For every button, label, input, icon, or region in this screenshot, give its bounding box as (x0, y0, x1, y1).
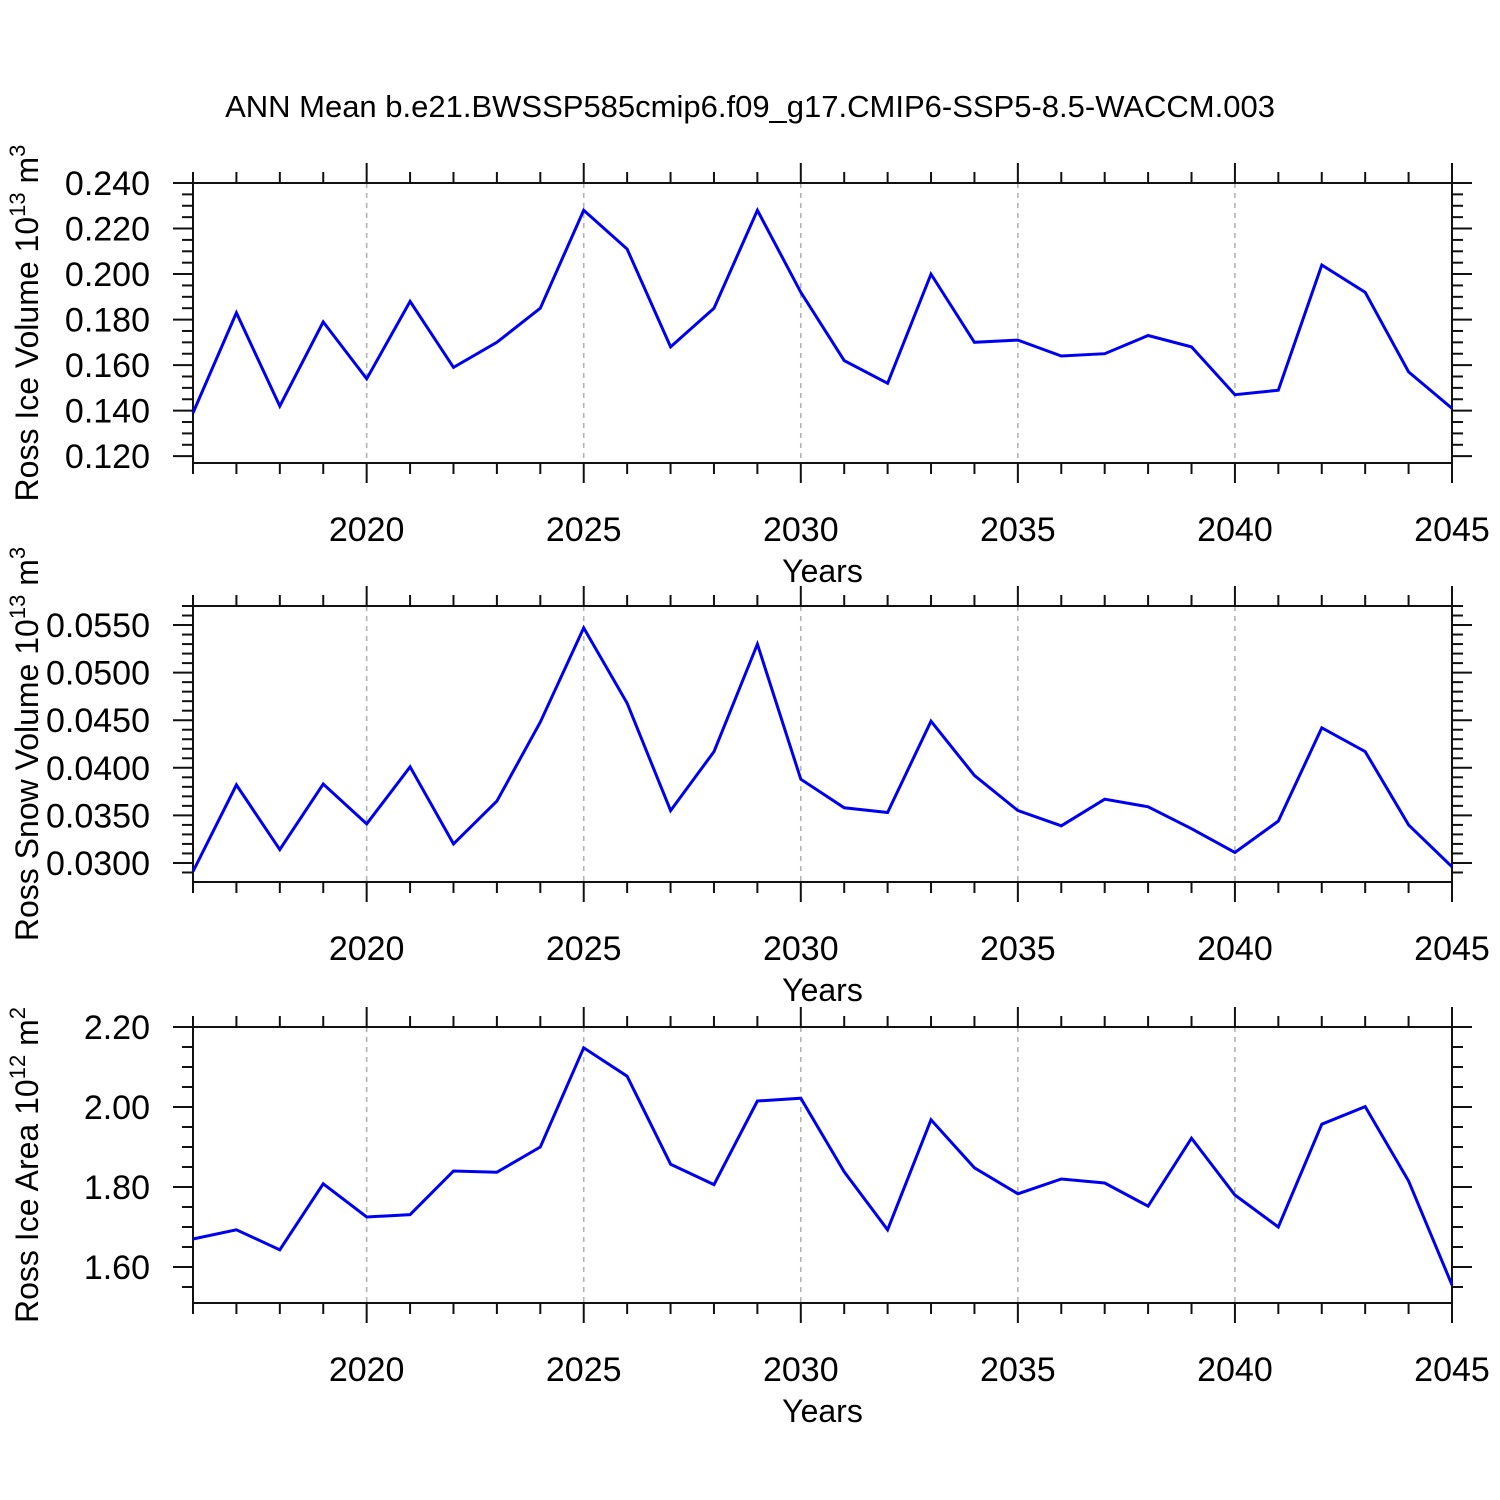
y-tick-label: 0.140 (65, 393, 150, 431)
x-tick-label: 2045 (1414, 930, 1490, 968)
y-tick-label: 0.120 (65, 438, 150, 476)
x-tick-label: 2035 (980, 930, 1056, 968)
x-axis-title: Years (782, 1393, 863, 1429)
x-tick-label: 2025 (546, 930, 622, 968)
x-tick-label: 2020 (329, 511, 405, 549)
x-tick-label: 2025 (546, 511, 622, 549)
y-tick-label: 2.20 (84, 1009, 150, 1047)
data-line-ross-snow-volume (191, 624, 1454, 873)
y-tick-label: 0.0450 (46, 702, 150, 740)
x-tick-label: 2020 (329, 930, 405, 968)
y-tick-label: 0.0350 (46, 797, 150, 835)
x-tick-label: 2045 (1414, 1351, 1490, 1389)
panels-group: 0.120 0.140 0.160 0.180 0.200 0.220 0.240 2020 2… (5, 145, 1490, 1429)
y-tick-label: 1.80 (84, 1169, 150, 1207)
y-tick-label: 0.0300 (46, 845, 150, 883)
y-tick-label: 0.0400 (46, 750, 150, 788)
x-tick-label: 2035 (980, 511, 1056, 549)
chart-title: ANN Mean b.e21.BWSSP585cmip6.f09_g17.CMI… (225, 89, 1275, 124)
x-tick-label: 2020 (329, 1351, 405, 1389)
y-axis-title: Ross Snow Volume 1013 m3 (5, 547, 45, 941)
y-tick-label: 0.240 (65, 165, 150, 203)
y-tick-label: 0.160 (65, 347, 150, 385)
x-tick-label: 2045 (1414, 511, 1490, 549)
plot-frame (192, 182, 1453, 464)
panel-ross-ice-volume: 0.120 0.140 0.160 0.180 0.200 0.220 0.240 2020 2… (5, 145, 1490, 589)
plot-frame (192, 1026, 1453, 1304)
y-tick-label: 0.220 (65, 211, 150, 249)
plot-frame (192, 605, 1453, 883)
y-tick-label: 0.0500 (46, 655, 150, 693)
x-tick-label: 2025 (546, 1351, 622, 1389)
x-tick-label: 2030 (763, 511, 839, 549)
x-axis-title: Years (782, 972, 863, 1008)
x-tick-label: 2040 (1197, 1351, 1273, 1389)
x-tick-label: 2035 (980, 1351, 1056, 1389)
panel-ross-snow-volume: 0.0300 0.0350 0.0400 0.0450 0.0500 0.0550 2020… (5, 547, 1490, 1008)
y-tick-label: 0.180 (65, 302, 150, 340)
y-tick-label: 2.00 (84, 1089, 150, 1127)
y-axis-title: Ross Ice Volume 1013 m3 (5, 145, 45, 502)
x-tick-label: 2040 (1197, 930, 1273, 968)
y-tick-label: 0.200 (65, 256, 150, 294)
panel-ross-ice-area: 1.60 1.80 2.00 2.20 2020 2025 2030 2035 2040 2045… (5, 1007, 1490, 1429)
data-line-ross-ice-volume (191, 206, 1453, 414)
x-tick-label: 2030 (763, 1351, 839, 1389)
x-tick-label: 2040 (1197, 511, 1273, 549)
y-axis-title: Ross Ice Area 1012 m2 (5, 1007, 45, 1323)
data-line-ross-ice-area (192, 1045, 1454, 1286)
x-tick-label: 2030 (763, 930, 839, 968)
y-tick-label: 0.0550 (46, 607, 150, 645)
y-tick-label: 1.60 (84, 1249, 150, 1287)
x-axis-title: Years (782, 553, 863, 589)
